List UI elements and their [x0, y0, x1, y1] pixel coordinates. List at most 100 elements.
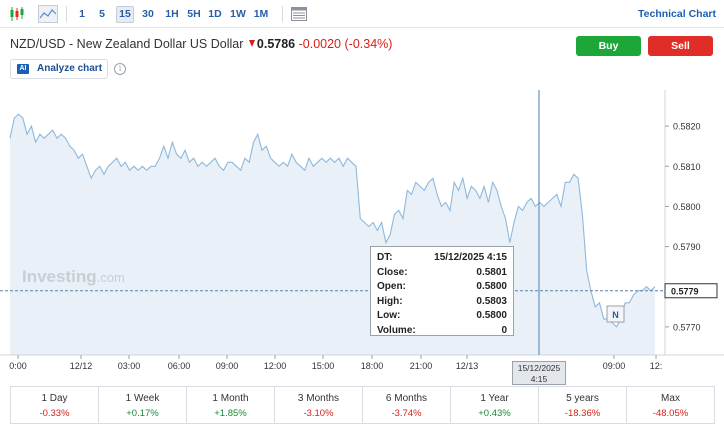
- period-6-months[interactable]: 6 Months -3.74%: [363, 387, 451, 423]
- price-chart[interactable]: Investing.com 0.5820 0.5810 0.5800 0.5790 0.5…: [0, 90, 724, 385]
- down-arrow-icon: [248, 40, 255, 47]
- timeframe-1h-button[interactable]: 1H: [165, 8, 179, 20]
- period-change: -48.05%: [652, 408, 689, 419]
- period-label: 6 Months: [385, 393, 428, 404]
- price-change-pct: (-0.34%): [344, 37, 393, 51]
- tooltip-label: Volume:: [377, 324, 416, 336]
- period-label: 1 Day: [41, 393, 68, 404]
- x-tick-label: 09:00: [216, 361, 239, 371]
- instrument-title: NZD/USD - New Zealand Dollar US Dollar 0…: [10, 37, 392, 51]
- y-tick-label: 0.5810: [673, 162, 701, 172]
- period-change: +0.17%: [126, 408, 159, 419]
- current-price-box: [664, 283, 718, 299]
- period-label: 5 years: [566, 393, 599, 404]
- x-tick-label: 18:00: [361, 361, 384, 371]
- news-marker-box: [606, 305, 625, 323]
- price-line: [9, 113, 656, 328]
- tooltip-row: Open: 0.5800: [377, 280, 507, 295]
- investing-watermark: Investing.com: [22, 267, 125, 286]
- period-change: -18.36%: [564, 408, 601, 419]
- y-tick-label: 0.5800: [673, 202, 701, 212]
- watermark-text: Investing: [22, 267, 97, 286]
- tooltip-label: DT:: [377, 252, 393, 263]
- x-tick-label: 12/12: [70, 361, 93, 371]
- ai-icon: AI: [17, 64, 29, 74]
- tooltip-row: High: 0.5803: [377, 295, 507, 310]
- x-tick-label: 12/13: [456, 361, 479, 371]
- tooltip-value: 15/12/2025 4:15: [434, 252, 507, 263]
- period-label: 1 Year: [480, 393, 509, 404]
- period-1-day[interactable]: 1 Day -0.33%: [11, 387, 99, 423]
- period-1-year[interactable]: 1 Year +0.43%: [451, 387, 539, 423]
- tooltip-value: 0.5800: [476, 281, 507, 292]
- period-change: +0.43%: [478, 408, 511, 419]
- tooltip-value: 0.5800: [476, 310, 507, 321]
- x-tick-label: 21:00: [410, 361, 433, 371]
- period-change: -3.74%: [391, 408, 422, 419]
- period-label: 3 Months: [297, 393, 340, 404]
- y-tick-label: 0.5790: [673, 242, 701, 252]
- period-max[interactable]: Max -48.05%: [627, 387, 714, 423]
- timeframe-30-button[interactable]: 30: [142, 8, 154, 20]
- y-tick-label: 0.5770: [673, 322, 701, 332]
- period-5-years[interactable]: 5 years -18.36%: [539, 387, 627, 423]
- timeframe-1m-button[interactable]: 1M: [253, 8, 269, 20]
- period-label: Max: [661, 393, 680, 404]
- period-change: +1.85%: [214, 408, 247, 419]
- performance-periods: 1 Day -0.33% 1 Week +0.17% 1 Month +1.85% 3 Mo…: [10, 386, 715, 424]
- tooltip-value: 0.5801: [476, 266, 507, 278]
- tooltip-value: 0.5803: [476, 295, 507, 307]
- candlestick-icon[interactable]: [8, 5, 26, 23]
- buy-button[interactable]: Buy: [576, 36, 641, 56]
- timeframe-5-button[interactable]: 5: [99, 8, 105, 20]
- tooltip-label: Low:: [377, 310, 401, 321]
- last-price: 0.5786: [256, 37, 296, 51]
- y-tick-label: 0.5820: [673, 122, 701, 132]
- timeframe-1-button[interactable]: 1: [79, 8, 85, 20]
- x-tick-label: 09:00: [603, 361, 626, 371]
- tooltip-value: 0: [501, 324, 507, 336]
- period-change: -3.10%: [303, 408, 334, 419]
- crosshair-time: 4:15: [530, 374, 548, 384]
- tooltip-label: High:: [377, 295, 403, 307]
- x-tick-label: 12:00: [264, 361, 287, 371]
- x-tick-label: 15:00: [312, 361, 335, 371]
- current-price-label: 0.5779: [671, 286, 699, 296]
- technical-chart-link[interactable]: Technical Chart: [638, 8, 716, 20]
- tooltip-label: Close:: [377, 266, 408, 278]
- x-tick-label: 06:00: [168, 361, 191, 371]
- tooltip-row: Low: 0.5800: [377, 309, 507, 324]
- table-view-icon[interactable]: [290, 5, 308, 23]
- x-tick-label: 0:00: [9, 361, 27, 371]
- sell-button[interactable]: Sell: [648, 36, 713, 56]
- price-change: -0.0020: [298, 37, 342, 51]
- analyze-chart-button[interactable]: AI Analyze chart: [10, 59, 108, 79]
- x-tick-label: 12:: [650, 361, 663, 371]
- crosshair-time-label: 15/12/2025 4:15: [512, 361, 566, 385]
- period-3-months[interactable]: 3 Months -3.10%: [275, 387, 363, 423]
- period-label: 1 Month: [212, 393, 249, 404]
- instrument-name: NZD/USD - New Zealand Dollar US Dollar: [10, 37, 244, 51]
- period-1-week[interactable]: 1 Week +0.17%: [99, 387, 187, 423]
- tooltip-row: Close: 0.5801: [377, 266, 507, 281]
- timeframe-1w-button[interactable]: 1W: [230, 8, 246, 20]
- crosshair-date: 15/12/2025: [517, 363, 561, 373]
- x-tick-label: 03:00: [118, 361, 141, 371]
- chart-toolbar: 1 5 15 30 1H 5H 1D 1W 1M Technical Chart: [0, 0, 724, 28]
- tooltip-label: Open:: [377, 281, 406, 292]
- analyze-chart-label: Analyze chart: [37, 63, 103, 74]
- info-icon[interactable]: i: [114, 63, 126, 75]
- area-chart-icon[interactable]: [38, 5, 58, 23]
- timeframe-1d-button[interactable]: 1D: [208, 8, 222, 20]
- period-label: 1 Week: [125, 393, 160, 404]
- tooltip-row: DT: 15/12/2025 4:15: [377, 251, 507, 266]
- toolbar-divider: [282, 6, 283, 22]
- period-change: -0.33%: [39, 408, 70, 419]
- timeframe-5h-button[interactable]: 5H: [187, 8, 201, 20]
- tooltip-row: Volume: 0: [377, 324, 507, 339]
- timeframe-15-button[interactable]: 15: [116, 6, 134, 23]
- toolbar-divider: [66, 6, 67, 22]
- news-marker-label: N: [612, 310, 619, 320]
- watermark-suffix: .com: [97, 270, 125, 285]
- period-1-month[interactable]: 1 Month +1.85%: [187, 387, 275, 423]
